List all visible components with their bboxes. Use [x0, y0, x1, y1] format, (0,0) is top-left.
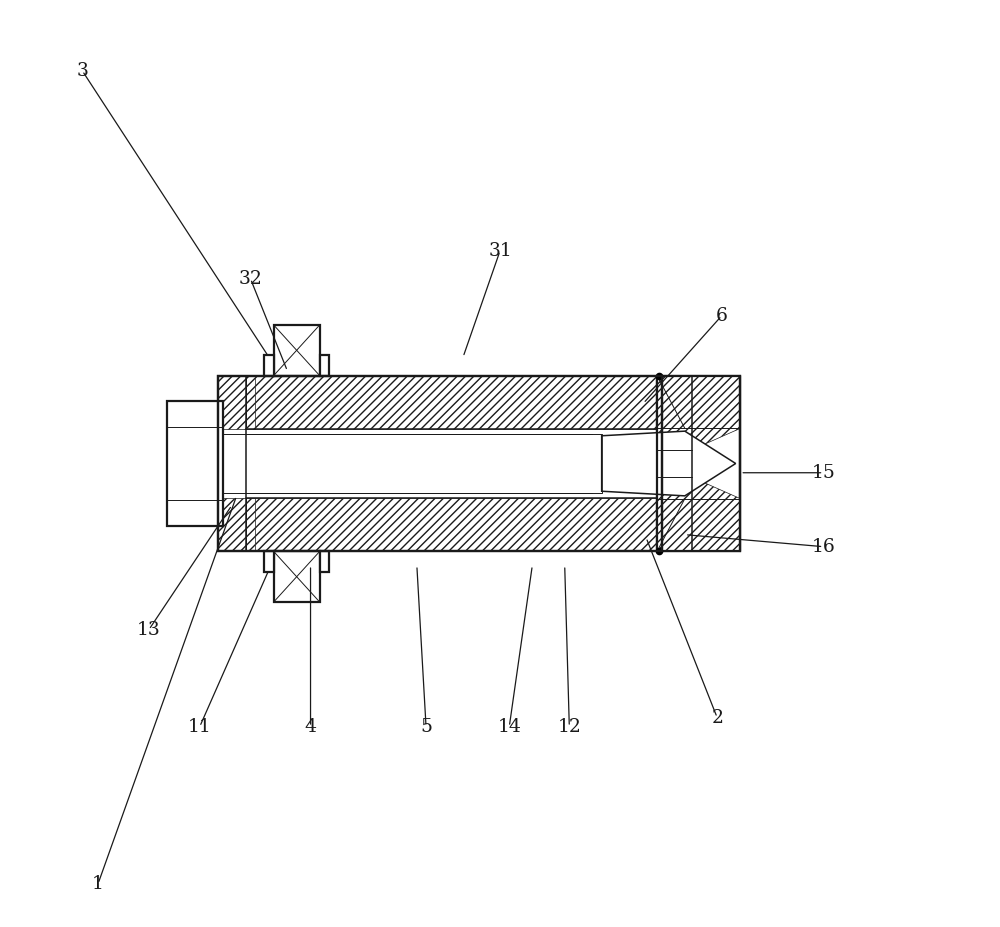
Bar [264, 552, 274, 572]
Bar [657, 375, 740, 552]
Bar [320, 355, 329, 375]
Text: 32: 32 [239, 270, 262, 287]
Bar [218, 375, 662, 552]
Bar [264, 355, 274, 375]
Polygon shape [246, 375, 657, 429]
Polygon shape [657, 477, 740, 552]
Text: 6: 6 [716, 307, 728, 324]
Text: 4: 4 [305, 717, 317, 736]
Text: 1: 1 [92, 875, 104, 893]
Bar [274, 324, 320, 375]
Polygon shape [657, 375, 740, 450]
Text: 13: 13 [137, 621, 161, 639]
Text: 2: 2 [711, 708, 723, 727]
Bar [218, 375, 662, 552]
Bar [167, 400, 223, 527]
Bar [274, 552, 320, 603]
Text: 16: 16 [812, 538, 835, 555]
Text: 11: 11 [188, 717, 212, 736]
Bar [657, 375, 740, 552]
Polygon shape [246, 498, 657, 552]
Bar [172, 434, 602, 493]
Bar [218, 375, 662, 552]
Polygon shape [602, 431, 736, 496]
Polygon shape [218, 375, 255, 429]
Text: 12: 12 [557, 717, 581, 736]
Polygon shape [218, 498, 255, 552]
Text: 5: 5 [420, 717, 432, 736]
Text: 31: 31 [488, 242, 512, 260]
Text: 14: 14 [497, 717, 521, 736]
Text: 3: 3 [76, 62, 88, 80]
Bar [320, 552, 329, 572]
Text: 15: 15 [812, 464, 835, 482]
